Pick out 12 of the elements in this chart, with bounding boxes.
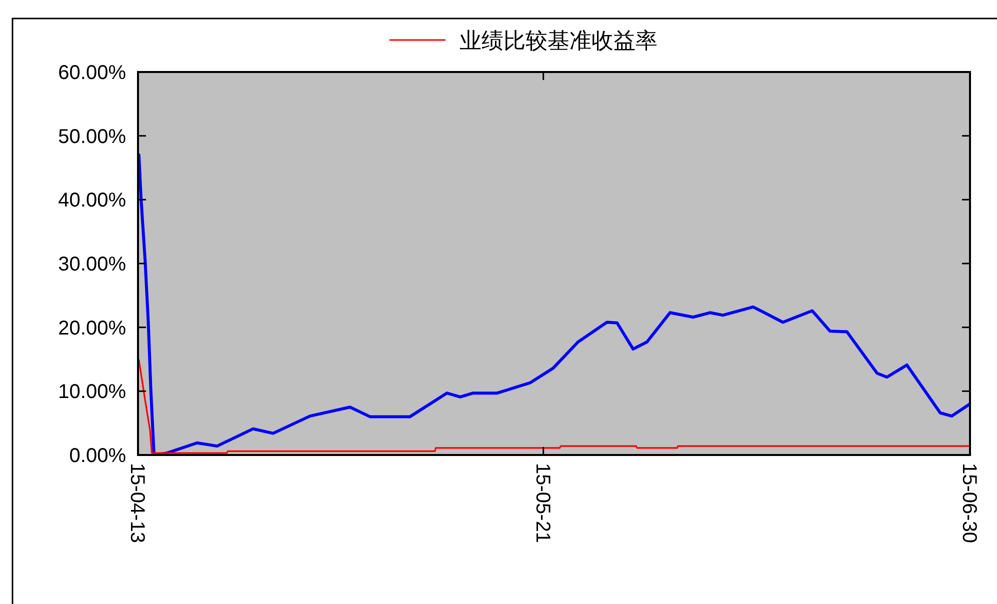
y-tick-label: 60.00% — [58, 62, 126, 84]
legend: 业绩比较基准收益率 — [390, 28, 658, 53]
y-tick-label: 10.00% — [58, 381, 126, 404]
legend-label: 业绩比较基准收益率 — [460, 28, 658, 53]
y-tick-label: 40.00% — [58, 190, 126, 212]
x-tick-label: 15-06-30 — [958, 463, 980, 544]
y-tick-label: 20.00% — [58, 317, 126, 340]
y-tick-label: 30.00% — [58, 254, 126, 276]
x-tick-label: 15-05-21 — [531, 463, 554, 544]
y-tick-label: 0.00% — [69, 445, 126, 467]
y-tick-label: 50.00% — [58, 126, 126, 148]
x-tick-label: 15-04-13 — [126, 463, 148, 544]
